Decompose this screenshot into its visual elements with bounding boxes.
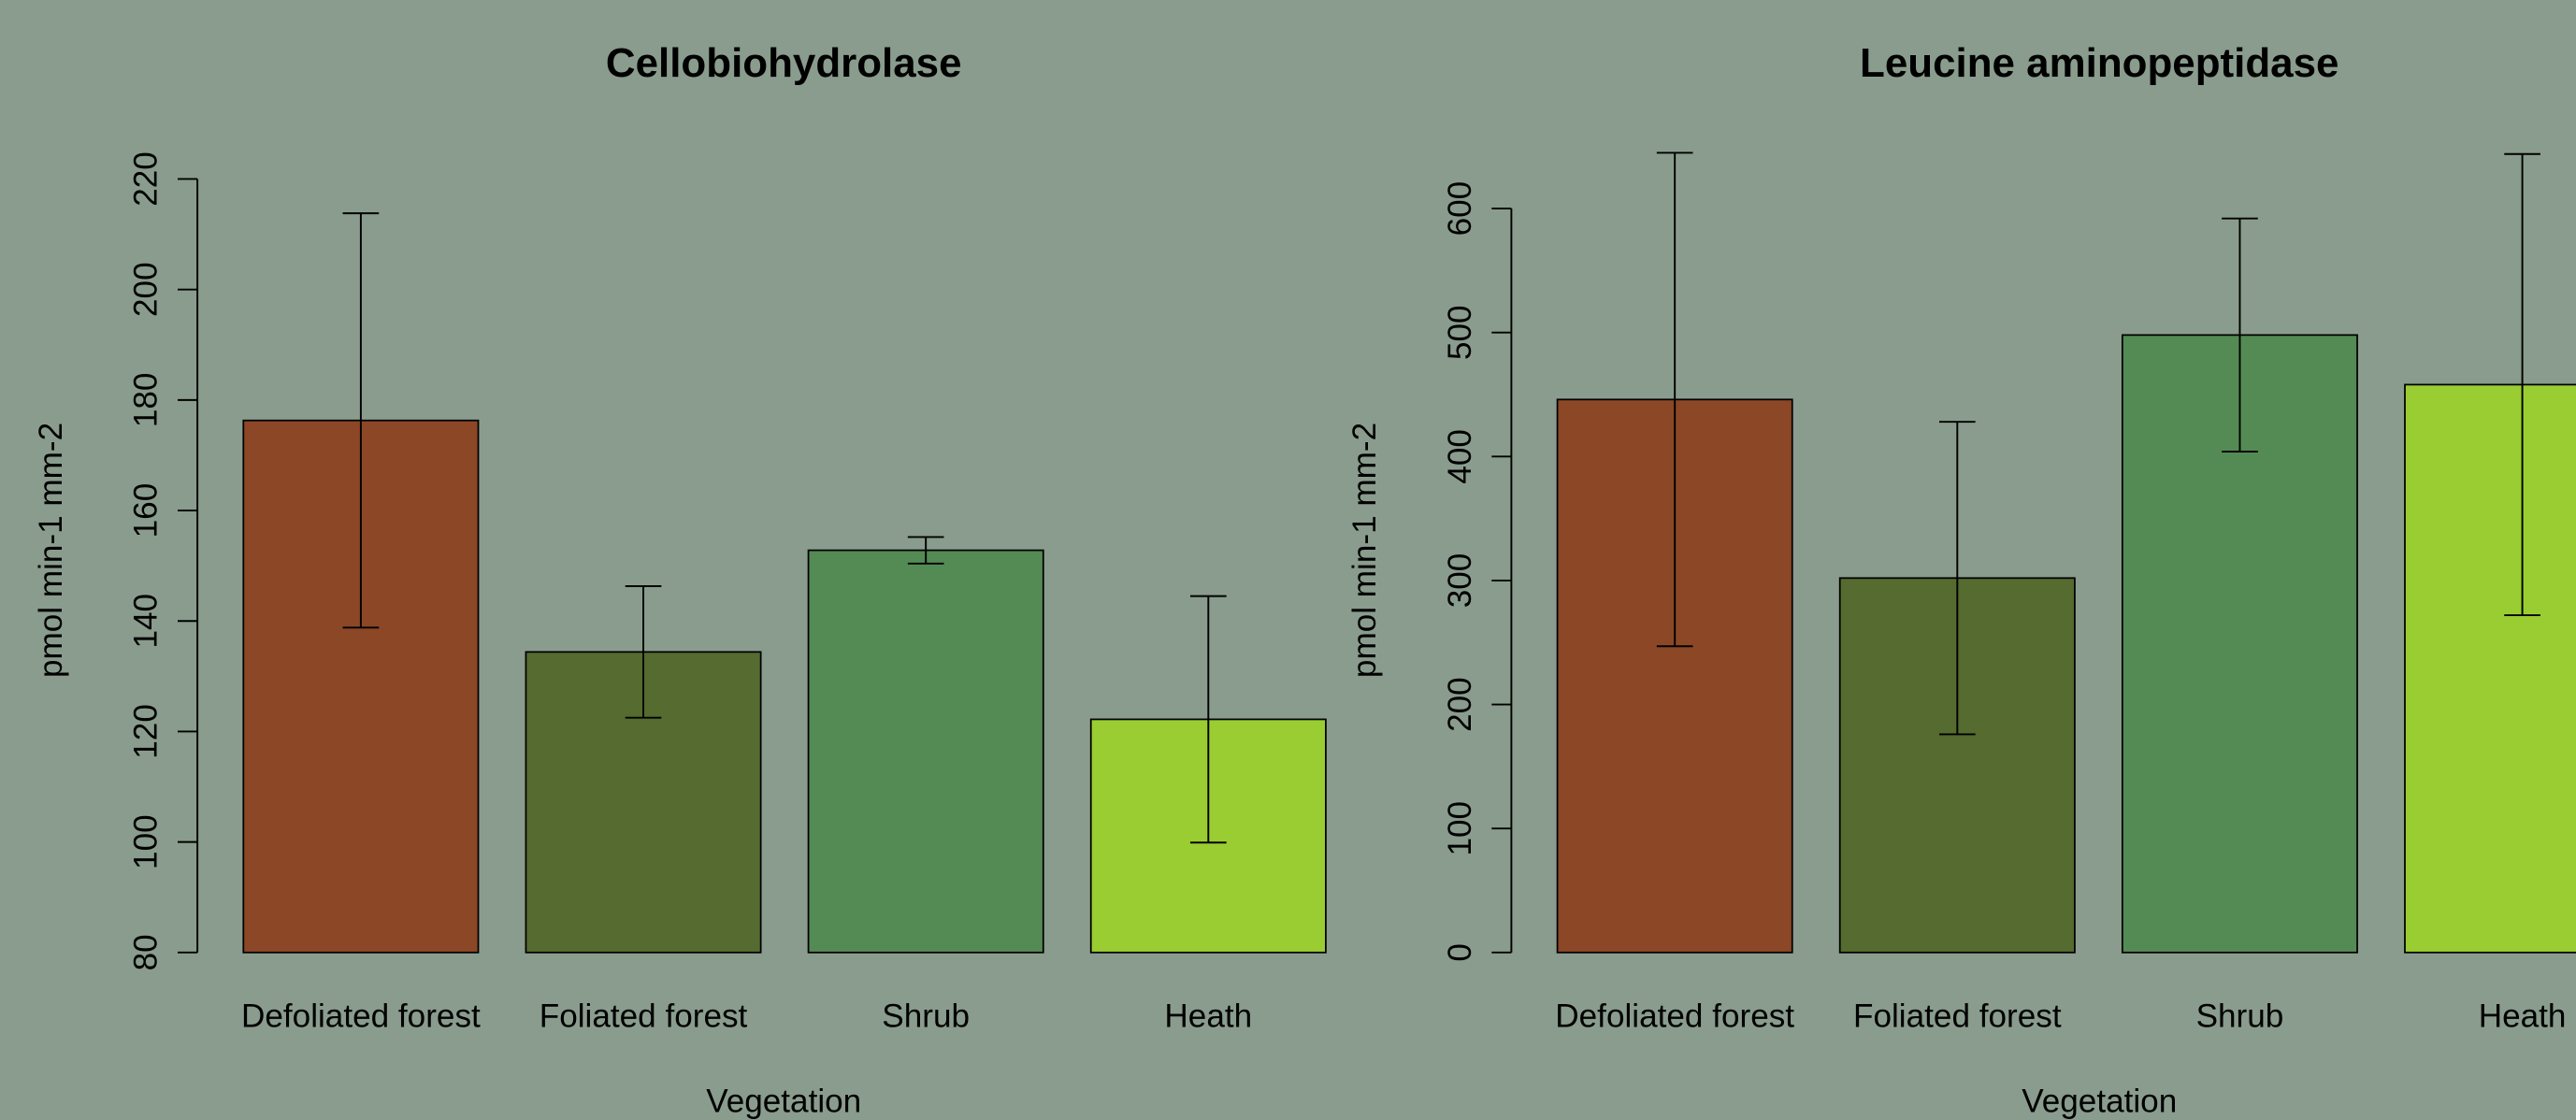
y-tick-label: 180	[128, 373, 165, 428]
y-axis-label: pmol min-1 mm-2	[33, 423, 69, 678]
y-tick-label: 0	[1442, 943, 1478, 962]
y-tick-label: 600	[1442, 181, 1478, 237]
y-tick-label: 160	[128, 483, 165, 538]
y-tick-label: 100	[128, 814, 165, 869]
y-axis-label: pmol min-1 mm-2	[1346, 423, 1383, 678]
x-axis-label: Vegetation	[2022, 1084, 2177, 1120]
bar	[807, 549, 1044, 954]
x-tick-label: Foliated forest	[540, 998, 748, 1034]
x-tick-label: Heath	[1164, 998, 1252, 1034]
y-tick-label: 300	[1442, 553, 1478, 609]
bar	[2404, 383, 2576, 954]
x-tick-label: Shrub	[2196, 998, 2284, 1034]
x-axis-label: Vegetation	[706, 1084, 861, 1120]
x-tick-label: Heath	[2479, 998, 2567, 1034]
y-tick-label: 220	[128, 151, 165, 207]
y-tick-label: 100	[1442, 801, 1478, 856]
y-tick-label: 200	[128, 262, 165, 317]
y-tick-label: 200	[1442, 677, 1478, 732]
x-tick-label: Shrub	[882, 998, 970, 1034]
chart-title: Leucine aminopeptidase	[1860, 40, 2339, 86]
y-tick-label: 500	[1442, 305, 1478, 360]
chart-title: Cellobiohydrolase	[606, 40, 962, 86]
x-tick-label: Defoliated forest	[241, 998, 481, 1034]
y-tick-label: 120	[128, 704, 165, 759]
x-tick-label: Foliated forest	[1853, 998, 2062, 1034]
y-tick-label: 140	[128, 594, 165, 649]
y-tick-label: 80	[128, 934, 165, 970]
bar	[2121, 334, 2358, 954]
x-tick-label: Defoliated forest	[1555, 998, 1794, 1034]
y-tick-label: 400	[1442, 429, 1478, 484]
